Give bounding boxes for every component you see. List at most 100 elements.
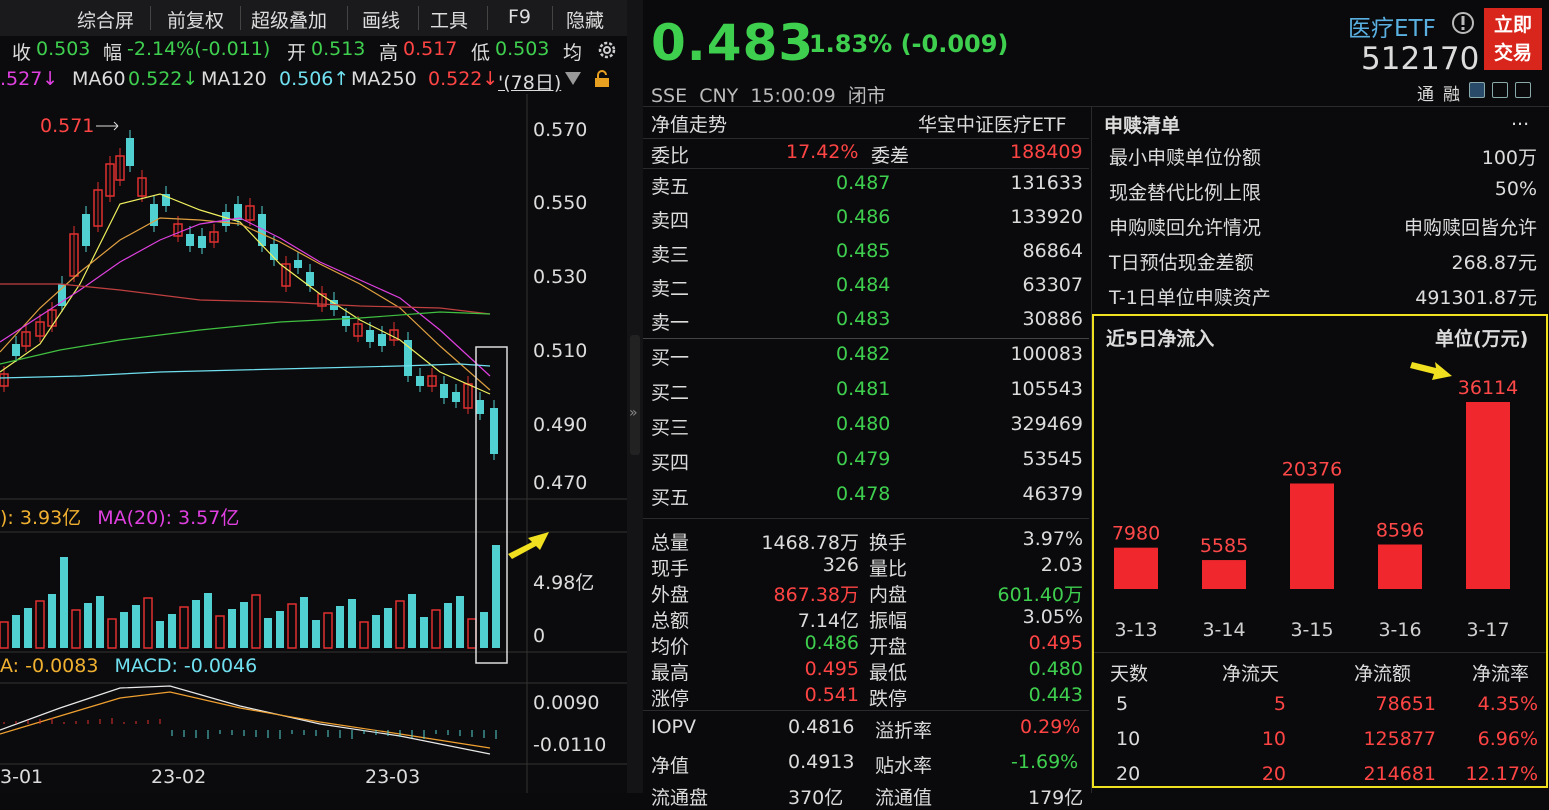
open-label: 开 (287, 42, 307, 64)
ask-price[interactable]: 0.483 (836, 308, 891, 330)
inflow-date-tick: 3-16 (1378, 619, 1421, 641)
menu-item-draw[interactable]: 画线 (362, 10, 401, 32)
bid-price[interactable]: 0.482 (836, 343, 891, 365)
alert-icon[interactable] (1492, 82, 1508, 98)
candlesticks (0, 130, 498, 460)
bid-volume: 105543 (1010, 378, 1083, 400)
stat-label: 振幅 (869, 610, 908, 632)
premium-value: 0.29% (1020, 716, 1081, 738)
tong-label: 通 (1417, 85, 1434, 105)
ask-price[interactable]: 0.486 (836, 206, 891, 228)
ma250-value: 0.522↓ (428, 68, 499, 90)
trade-now-button[interactable]: 立即 交易 (1484, 8, 1542, 70)
bid-price[interactable]: 0.481 (836, 378, 891, 400)
bid-label: 买四 (651, 452, 690, 474)
stat-value: 0.443 (1028, 684, 1083, 706)
ask-price[interactable]: 0.484 (836, 274, 891, 296)
ask-label: 卖一 (651, 312, 690, 334)
bid-label: 买五 (651, 487, 690, 509)
open-value: 0.513 (311, 38, 366, 60)
subscription-value: 268.87元 (1451, 252, 1537, 274)
macd-dea: A: -0.0083 (0, 655, 99, 677)
bid-volume: 100083 (1010, 343, 1083, 365)
ma-legend-bar: .527↓ MA60 0.522↓ MA120 0.506↑ MA250 0.5… (0, 66, 627, 94)
macd-histogram (0, 685, 497, 755)
exchange-meta: SSE CNY 15:00:09 闭市 (651, 85, 886, 107)
menu-item-tools[interactable]: 工具 (430, 10, 469, 32)
vol-tick: 0 (533, 625, 546, 647)
inflow-bar-chart: 7980 3-13 5585 3-14 20376 3-15 8596 3-16 36114 3-… (1112, 377, 1518, 641)
ask-price[interactable]: 0.487 (836, 172, 891, 194)
ma-lines (0, 193, 491, 395)
menu-item-overview[interactable]: 综合屏 (77, 10, 135, 32)
price-tick: 0.510 (533, 340, 588, 362)
inflow-net-days: 10 (1261, 728, 1286, 750)
bid-volume: 46379 (1022, 483, 1083, 505)
subscription-title: 申赎清单 (1104, 115, 1181, 137)
inflow-bar-label: 36114 (1458, 377, 1518, 399)
bid-price[interactable]: 0.479 (836, 448, 891, 470)
subscription-key: T-1日单位申赎资产 (1109, 287, 1271, 309)
stat-label: 均价 (651, 636, 690, 658)
nav-label: 净值 (651, 755, 690, 777)
dropdown-icon[interactable] (565, 72, 581, 86)
subscription-value: 491301.87元 (1415, 287, 1537, 309)
stat-label: 量比 (869, 558, 908, 580)
add-icon[interactable] (1515, 82, 1531, 98)
ask-price[interactable]: 0.485 (836, 240, 891, 262)
float-shares-value: 370亿 (788, 787, 844, 809)
nav-trend-link[interactable]: 净值走势 (651, 114, 728, 136)
macd-legend: A: -0.0083 MACD: -0.0046 (0, 655, 257, 677)
more-icon[interactable]: ... (1511, 108, 1530, 130)
edit-icon[interactable] (1469, 82, 1485, 98)
stat-value: 3.05% (1022, 606, 1083, 628)
wc-value: 188409 (1010, 141, 1083, 163)
gear-icon[interactable] (595, 38, 619, 62)
kline-chart[interactable] (0, 94, 627, 793)
bid-label: 买一 (651, 347, 690, 369)
iopv-value: 0.4816 (788, 716, 855, 738)
inflow-net-rate: 6.96% (1477, 728, 1538, 750)
index-name: 华宝中证医疗ETF (918, 114, 1067, 136)
inflow-table-header: 净流率 (1472, 663, 1530, 685)
menu-item-overlay[interactable]: 超级叠加 (251, 10, 328, 32)
macd-value: MACD: -0.0046 (114, 655, 258, 677)
high-value: 0.517 (403, 38, 458, 60)
security-name[interactable]: 医疗ETF (1348, 16, 1436, 42)
net-inflow-panel: 近5日净流入 单位(万元) 7980 3-13 5585 3-14 20376 3-15 8… (1092, 314, 1548, 788)
close-value: 0.503 (36, 38, 91, 60)
price-tick: 0.470 (533, 472, 588, 494)
inflow-days: 5 (1116, 693, 1129, 715)
menu-item-hide[interactable]: 隐藏 (566, 10, 605, 32)
highlight-box (475, 346, 508, 664)
subscription-value: 50% (1494, 178, 1537, 200)
stat-label: 换手 (869, 532, 908, 554)
wb-label: 委比 (651, 145, 690, 167)
arrow-icon (1410, 362, 1452, 380)
nav-value: 0.4913 (788, 751, 855, 773)
inflow-bar-label: 7980 (1112, 523, 1160, 545)
iopv-label: IOPV (651, 716, 697, 738)
info-icon[interactable] (1451, 11, 1475, 35)
subscription-value: 100万 (1481, 147, 1537, 169)
kline-panel[interactable]: 综合屏 前复权 超级叠加 画线 工具 F9 隐藏 收 0.503 幅 -2.14… (0, 0, 627, 793)
menu-item-forward-adjust[interactable]: 前复权 (167, 10, 225, 32)
bid-price[interactable]: 0.478 (836, 483, 891, 505)
menu-item-f9[interactable]: F9 (508, 6, 532, 28)
inflow-table-header: 天数 (1110, 663, 1149, 685)
inflow-date-tick: 3-17 (1466, 619, 1509, 641)
date-tick: 3-01 (0, 766, 44, 788)
lock-icon[interactable] (593, 70, 611, 88)
panel-collapse-handle[interactable]: » (627, 0, 643, 793)
float-mcap-value: 179亿 (1028, 787, 1084, 809)
close-label: 收 (12, 42, 32, 64)
inflow-date-tick: 3-13 (1114, 619, 1157, 641)
arrow-icon (508, 532, 549, 559)
inflow-date-tick: 3-14 (1202, 619, 1245, 641)
period-selector[interactable]: '(78日) (498, 72, 562, 94)
bid-price[interactable]: 0.480 (836, 413, 891, 435)
stat-label: 内盘 (869, 584, 908, 606)
inflow-date-tick: 3-15 (1290, 619, 1333, 641)
ask-label: 卖五 (651, 176, 690, 198)
kline-quote-bar: 收 0.503 幅 -2.14%(-0.011) 开 0.513 高 0.517… (0, 36, 627, 64)
